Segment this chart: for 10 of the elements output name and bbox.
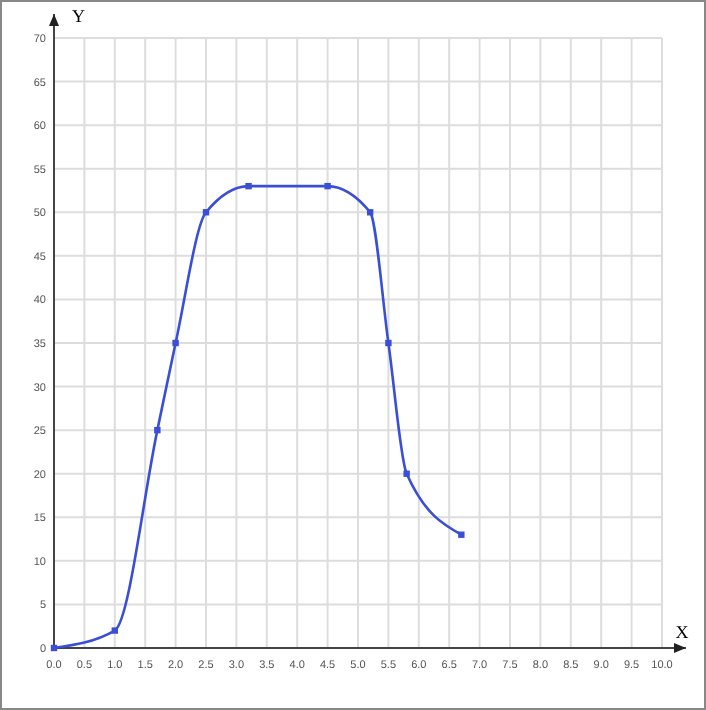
point [324,182,331,190]
point [458,531,465,538]
point [154,426,161,434]
point [172,339,179,347]
point [385,339,392,347]
y-axis-title: Y [72,6,86,26]
x-axis-title: X [675,622,690,642]
point [245,182,252,190]
point [111,627,118,634]
point [403,470,410,477]
